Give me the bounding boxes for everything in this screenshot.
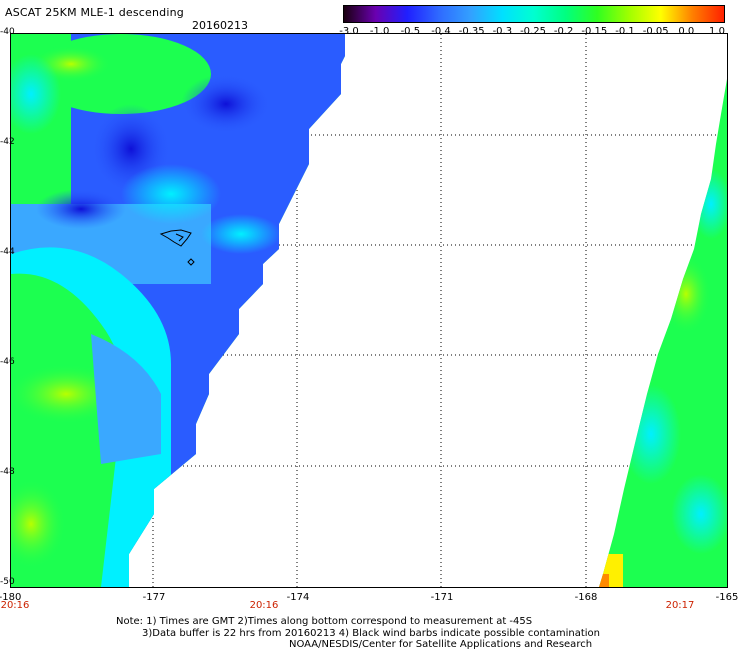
longitude-tick-label: -165 bbox=[715, 592, 739, 603]
latitude-tick-label: -50 bbox=[0, 577, 15, 587]
colorbar-tick-label: -0.05 bbox=[642, 26, 669, 37]
longitude-tick-label: -177 bbox=[142, 592, 166, 603]
longitude-tick-label: -168 bbox=[574, 592, 598, 603]
longitude-tick-label: -180 bbox=[0, 592, 22, 603]
time-tick-label: 20:16 bbox=[249, 600, 279, 611]
longitude-tick-label: -171 bbox=[430, 592, 454, 603]
time-tick-label: 20:17 bbox=[665, 600, 695, 611]
colorbar-tick-label: -0.5 bbox=[400, 26, 421, 37]
latitude-tick-label: -42 bbox=[0, 137, 15, 147]
footer-note-2: 3)Data buffer is 22 hrs from 20160213 4)… bbox=[142, 628, 600, 639]
island-outline bbox=[159, 229, 195, 266]
colorbar-fill bbox=[344, 6, 724, 22]
time-tick-label: 20:16 bbox=[0, 600, 30, 611]
map-title: ASCAT 25KM MLE-1 descending bbox=[5, 6, 184, 19]
map-date: 20160213 bbox=[192, 19, 248, 32]
right-swath bbox=[599, 79, 727, 587]
latitude-tick-label: -48 bbox=[0, 467, 15, 477]
latitude-tick-label: -46 bbox=[0, 357, 15, 367]
wind-swaths bbox=[11, 34, 727, 587]
colorbar-tick-label: 1.0 bbox=[709, 26, 725, 37]
latitude-tick-label: -44 bbox=[0, 247, 15, 257]
colorbar-tick-label: -0.35 bbox=[458, 26, 485, 37]
colorbar-gradient bbox=[344, 6, 724, 22]
colorbar-tick-label: -0.3 bbox=[492, 26, 513, 37]
colorbar-tick-label: 0.0 bbox=[678, 26, 695, 37]
colorbar bbox=[343, 5, 725, 23]
wind-map bbox=[10, 33, 728, 588]
colorbar-tick-label: -3.0 bbox=[339, 26, 359, 37]
left-swath bbox=[11, 34, 345, 587]
longitude-tick-label: -174 bbox=[286, 592, 310, 603]
colorbar-tick-label: -0.2 bbox=[553, 26, 574, 37]
colorbar-tick-label: -0.4 bbox=[431, 26, 451, 37]
latitude-tick-label: -40 bbox=[0, 27, 15, 37]
footer-note-3: NOAA/NESDIS/Center for Satellite Applica… bbox=[289, 639, 593, 650]
footer-note-1: Note: 1) Times are GMT 2)Times along bot… bbox=[116, 616, 533, 627]
colorbar-tick-label: -0.1 bbox=[615, 26, 635, 37]
colorbar-tick-label: -1.0 bbox=[369, 26, 390, 37]
colorbar-tick-label: -0.15 bbox=[581, 26, 608, 37]
colorbar-tick-label: -0.25 bbox=[520, 26, 546, 37]
